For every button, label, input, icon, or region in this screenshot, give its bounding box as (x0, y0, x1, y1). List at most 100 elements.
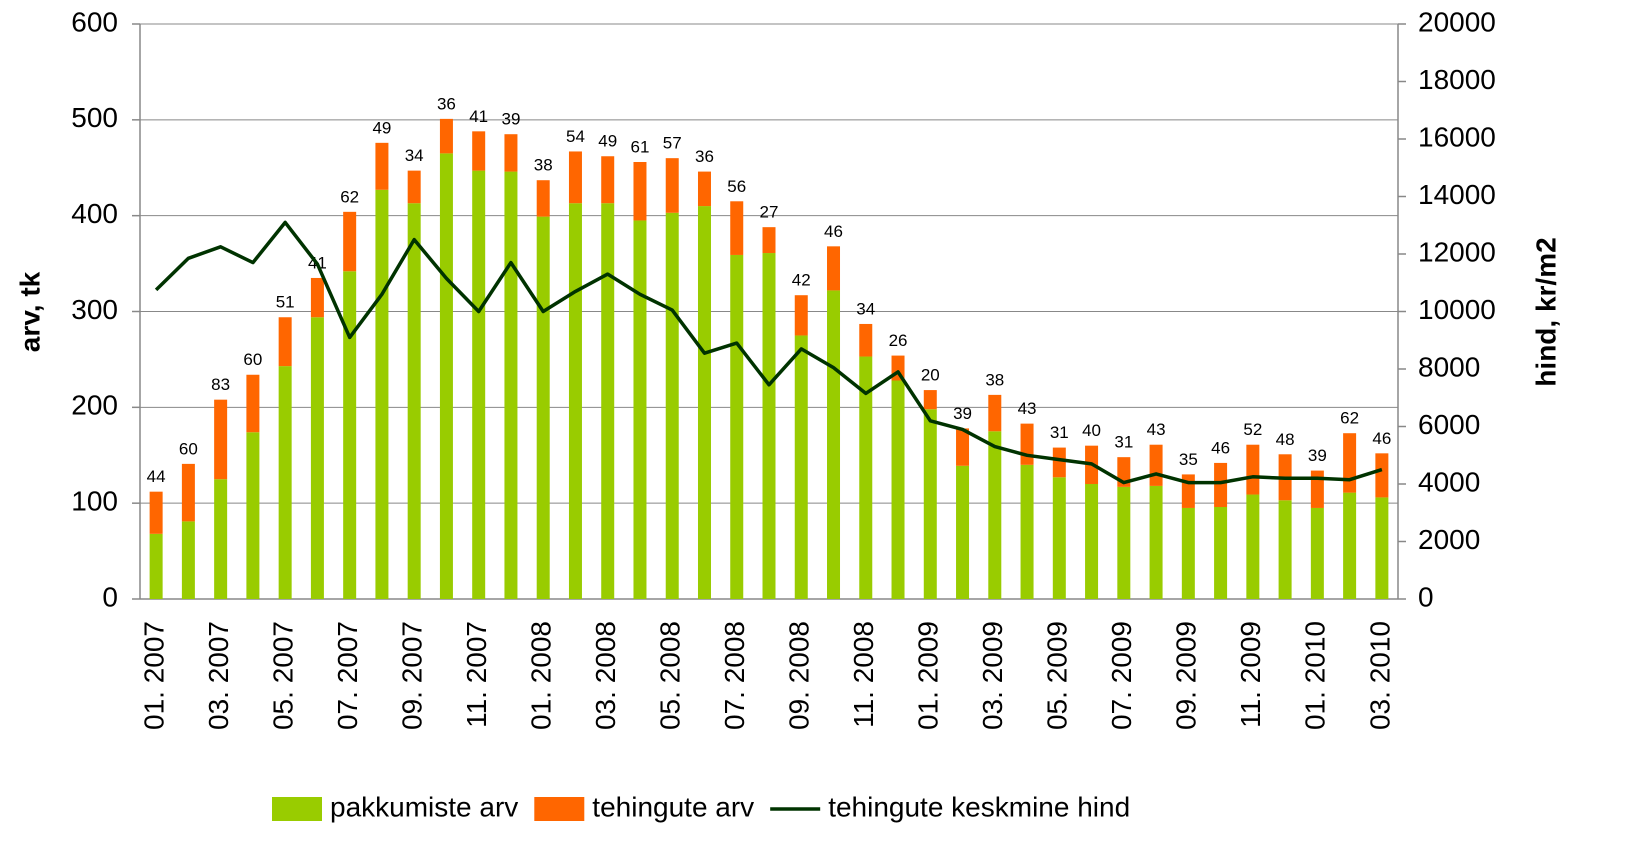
bar-segment (214, 399, 228, 480)
bar-segment (859, 356, 873, 599)
bar-segment (762, 253, 776, 599)
bar-segment (601, 156, 615, 204)
bar-segment (504, 171, 518, 600)
bar-segment (697, 171, 711, 207)
legend-swatch (272, 797, 322, 821)
price-line (154, 220, 1383, 485)
data-label: 60 (243, 350, 262, 369)
x-tick-label: 09. 2009 (1171, 621, 1202, 730)
data-label: 26 (889, 331, 908, 350)
x-tick-label: 11. 2008 (848, 621, 879, 728)
bar-segment (278, 366, 292, 599)
bar-segment (246, 374, 260, 433)
data-label: 52 (1243, 420, 1262, 439)
data-label: 56 (727, 177, 746, 196)
y2-tick-label: 20000 (1418, 6, 1496, 37)
data-label: 43 (1018, 399, 1037, 418)
data-label: 46 (1372, 429, 1391, 448)
x-tick-label: 03. 2007 (203, 621, 234, 730)
data-label: 43 (1147, 420, 1166, 439)
data-label: 48 (1276, 430, 1295, 449)
bar-segment (214, 479, 228, 599)
bar-segment (1343, 492, 1357, 599)
bar-segment (891, 380, 905, 599)
bar-segment (375, 189, 389, 599)
bar-segment (1149, 485, 1163, 599)
bar-segment (310, 317, 324, 599)
y2-axis-title: hind, kr/m2 (1530, 237, 1561, 386)
data-label: 49 (372, 118, 391, 137)
data-label: 61 (631, 137, 650, 156)
data-label: 62 (1340, 409, 1359, 428)
bar-segment (439, 153, 453, 599)
data-label: 44 (147, 467, 166, 486)
data-label: 42 (792, 271, 811, 290)
data-label: 39 (953, 404, 972, 423)
y-tick-label: 200 (71, 390, 118, 421)
y2-tick-label: 14000 (1418, 179, 1496, 210)
data-label: 38 (534, 156, 553, 175)
y-tick-label: 300 (71, 294, 118, 325)
bar-segment (665, 158, 679, 213)
bar-segment (1246, 494, 1260, 599)
bar-segment (1181, 507, 1195, 599)
data-label: 38 (985, 370, 1004, 389)
x-tick-label: 05. 2007 (268, 621, 299, 730)
bar-segment (827, 290, 841, 599)
x-tick-label: 09. 2007 (397, 621, 428, 730)
x-tick-label: 05. 2008 (655, 621, 686, 730)
data-label: 39 (1308, 446, 1327, 465)
bar-segment (1149, 444, 1163, 486)
data-label: 51 (276, 293, 295, 312)
bar-segment (1310, 470, 1324, 508)
x-tick-label: 01. 2008 (526, 621, 557, 730)
x-tick-label: 07. 2007 (332, 621, 363, 730)
bar-segment (665, 212, 679, 599)
bar-segment (633, 162, 647, 221)
bar-segment (375, 142, 389, 190)
x-tick-label: 09. 2008 (784, 621, 815, 730)
bar-segment (923, 409, 937, 599)
bar-segment (407, 203, 421, 600)
bar-segment (278, 317, 292, 367)
bar-segment (536, 180, 550, 217)
data-label: 20 (921, 366, 940, 385)
bar-segment (310, 277, 324, 318)
bar-segment (633, 220, 647, 600)
bar-segment (1214, 507, 1228, 599)
bar-segment (601, 203, 615, 600)
x-tick-label: 01. 2009 (913, 621, 944, 730)
y-tick-label: 100 (71, 486, 118, 517)
legend-label: tehingute arv (592, 791, 754, 822)
bar-segment (343, 271, 357, 599)
y2-tick-label: 0 (1418, 581, 1434, 612)
y2-tick-label: 10000 (1418, 294, 1496, 325)
data-label: 54 (566, 127, 585, 146)
x-tick-label: 03. 2008 (590, 621, 621, 730)
data-label: 34 (405, 146, 424, 165)
bar-segment (794, 335, 808, 599)
bar-segment (1214, 462, 1228, 507)
data-label: 46 (824, 222, 843, 241)
y-tick-label: 600 (71, 6, 118, 37)
bar-segment (536, 216, 550, 599)
data-label: 31 (1050, 423, 1069, 442)
bar-segment (1310, 507, 1324, 599)
bar-segment (697, 206, 711, 600)
data-label: 60 (179, 439, 198, 458)
bar-segment (1052, 477, 1066, 599)
bar-segment (956, 428, 970, 466)
data-label: 27 (760, 203, 779, 222)
bar-segment (827, 246, 841, 291)
bar-segment (1020, 423, 1034, 465)
bar-segment (923, 390, 937, 410)
data-label: 49 (598, 132, 617, 151)
bar-segment (472, 131, 486, 171)
data-label: 34 (856, 299, 875, 318)
bar-segment (794, 295, 808, 336)
y2-tick-label: 12000 (1418, 236, 1496, 267)
y2-tick-label: 4000 (1418, 466, 1480, 497)
data-label: 40 (1082, 421, 1101, 440)
